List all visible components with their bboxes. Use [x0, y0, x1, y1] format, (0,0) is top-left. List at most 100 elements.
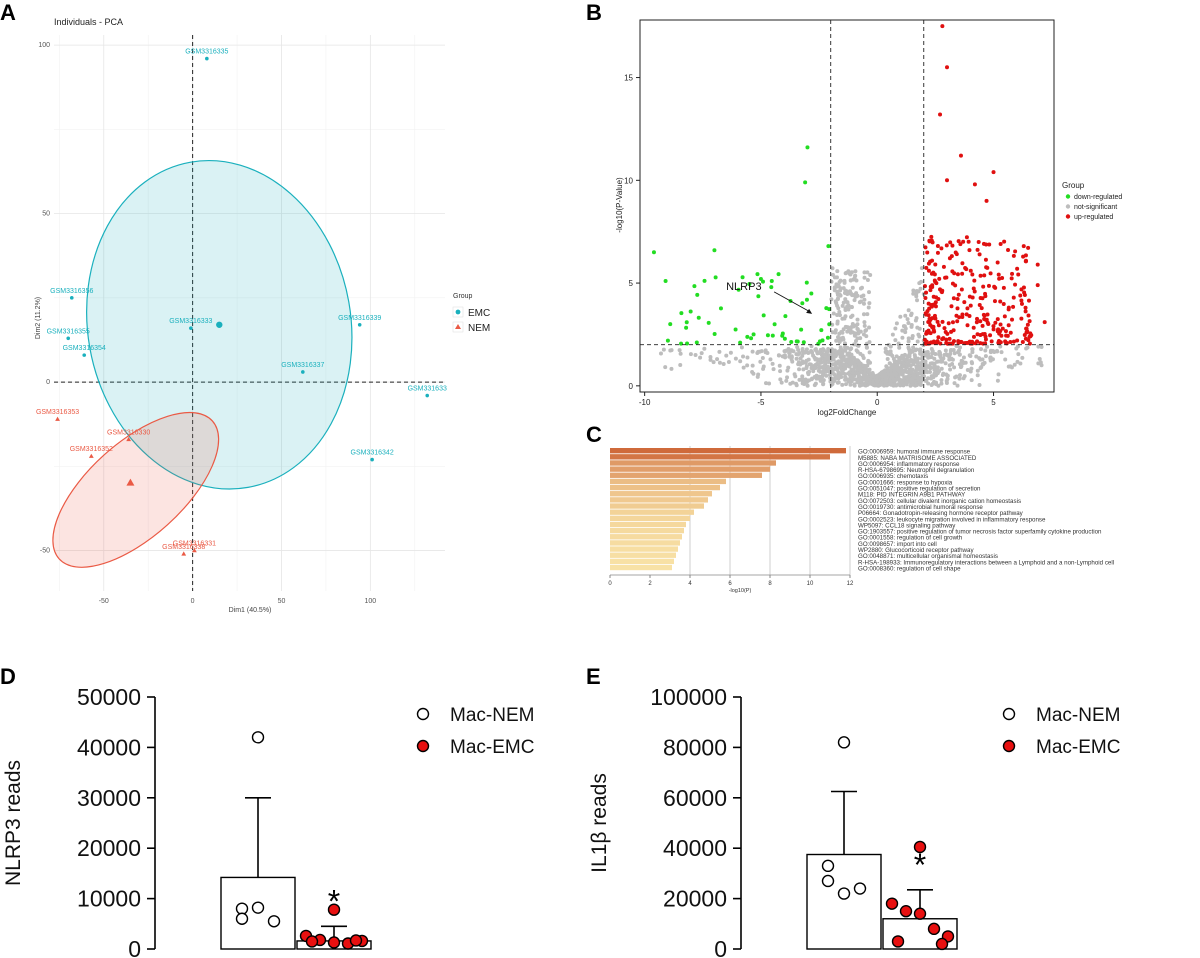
up-point: [972, 289, 977, 294]
ns-point: [992, 350, 997, 355]
down-point: [684, 320, 689, 325]
up-point: [984, 198, 989, 203]
y-tick-label: -50: [40, 548, 50, 555]
up-point: [1011, 339, 1016, 344]
bar-9: [610, 497, 708, 503]
ns-point: [901, 360, 906, 365]
up-point: [926, 261, 931, 266]
ns-point: [809, 348, 814, 353]
ns-point: [882, 368, 887, 373]
up-point: [944, 337, 949, 342]
up-point: [964, 235, 969, 240]
up-point: [968, 303, 973, 308]
legend-marker-emc: [455, 309, 461, 315]
ns-point: [930, 349, 935, 354]
sample-point: [55, 416, 60, 421]
ns-point: [923, 378, 928, 383]
up-point: [946, 321, 951, 326]
significance-marker: *: [328, 883, 340, 919]
up-point: [940, 319, 945, 324]
ns-point: [805, 383, 810, 388]
ns-point: [849, 352, 854, 357]
up-point: [973, 341, 978, 346]
significance-marker: *: [914, 847, 926, 883]
ns-point: [877, 382, 882, 387]
ns-point: [921, 358, 926, 363]
ns-point: [852, 383, 857, 388]
up-point: [935, 319, 940, 324]
ns-point: [983, 354, 988, 359]
up-point: [949, 304, 954, 309]
data-point-mac-nem: [235, 912, 249, 925]
up-point: [1023, 258, 1028, 263]
up-point: [926, 313, 931, 318]
down-point: [663, 279, 668, 284]
x-tick-label: 4: [688, 581, 692, 587]
ns-point: [860, 353, 865, 358]
ns-point: [867, 360, 872, 365]
up-point: [967, 314, 972, 319]
ns-point: [916, 332, 921, 337]
ns-point: [849, 305, 854, 310]
ns-point: [838, 371, 843, 376]
ns-point: [933, 352, 938, 357]
centroid-nem: [126, 478, 135, 486]
up-point: [923, 295, 928, 300]
up-point: [958, 153, 963, 158]
up-point: [974, 320, 979, 325]
up-point: [995, 317, 1000, 322]
up-point: [981, 284, 986, 289]
ns-point: [1015, 359, 1020, 364]
up-point: [971, 325, 976, 330]
sample-point: [126, 436, 132, 442]
x-tick-label: 10: [807, 581, 814, 587]
down-point: [776, 272, 781, 277]
data-point-mac-nem: [821, 859, 835, 873]
up-point: [980, 323, 985, 328]
ns-point: [975, 368, 980, 373]
ns-point: [906, 345, 911, 350]
ns-point: [822, 363, 827, 368]
data-point-mac-nem: [837, 736, 851, 749]
up-point: [1013, 249, 1018, 254]
up-point: [926, 268, 931, 273]
ns-point: [784, 378, 789, 383]
up-point: [989, 339, 994, 344]
legend-label-mac-nem: Mac-NEM: [1036, 705, 1120, 726]
down-point: [665, 338, 670, 343]
ns-point: [983, 348, 988, 353]
ns-point: [892, 367, 897, 372]
up-point: [978, 296, 983, 301]
up-point: [1006, 247, 1011, 252]
ns-point: [661, 347, 666, 352]
up-point: [924, 331, 929, 336]
up-point: [1027, 319, 1032, 324]
ns-point: [842, 316, 847, 321]
up-point: [938, 112, 943, 117]
ns-point: [888, 352, 893, 357]
sample-label: GSM3316335: [185, 49, 228, 56]
ns-point: [952, 351, 957, 356]
ns-point: [855, 317, 860, 322]
legend-marker-up-regulated: [1065, 214, 1071, 219]
bar-14: [610, 527, 684, 534]
up-point: [975, 247, 980, 252]
ns-point: [741, 354, 746, 359]
up-point: [1015, 266, 1020, 271]
x-tick-label: 0: [191, 598, 195, 605]
ns-point: [980, 361, 985, 366]
ns-point: [869, 374, 874, 379]
y-tick-label: 50000: [77, 684, 141, 710]
term-label: GO:0051047: positive regulation of secre…: [858, 486, 981, 493]
ns-point: [948, 348, 953, 353]
ns-point: [914, 294, 919, 299]
ns-point: [906, 374, 911, 379]
up-point: [940, 24, 945, 29]
up-point: [1026, 245, 1031, 250]
bar-17: [610, 546, 678, 552]
y-tick-label: 0: [46, 379, 50, 386]
ns-point: [861, 312, 866, 317]
ns-point: [889, 382, 894, 387]
term-label: WP2880: Glucocorticoid receptor pathway: [858, 547, 974, 554]
ns-point: [865, 376, 870, 381]
